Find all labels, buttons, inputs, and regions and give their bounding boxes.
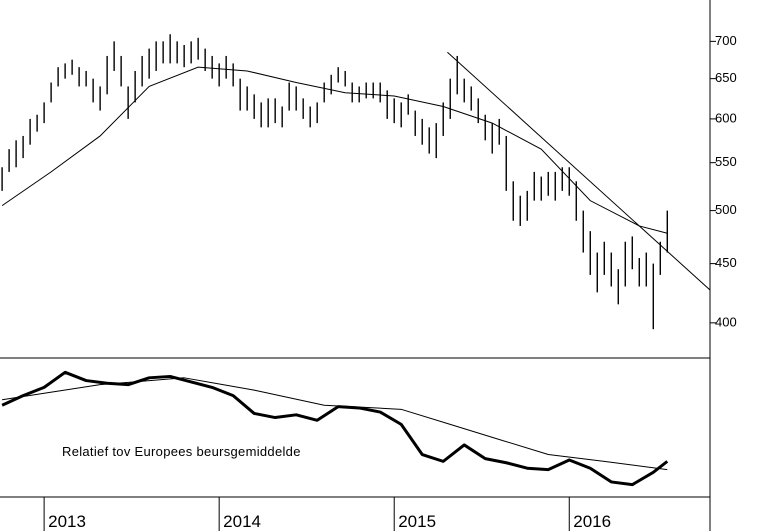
x-tick-label: 2013 (48, 512, 86, 531)
annotation: Relatief tov Europees beursgemiddelde (62, 444, 301, 459)
y-tick-label: 400 (715, 314, 737, 329)
y-tick-label: 700 (715, 33, 737, 48)
trend-line (447, 51, 711, 291)
y-tick-label: 550 (715, 154, 737, 169)
x-tick-label: 2015 (398, 512, 436, 531)
series-line (2, 377, 668, 471)
y-tick-label: 600 (715, 110, 737, 125)
y-tick-label: 500 (715, 202, 737, 217)
x-tick-label: 2016 (573, 512, 611, 531)
moving-average (1, 66, 668, 234)
x-tick-label: 2014 (223, 512, 261, 531)
y-tick-label: 450 (715, 255, 737, 270)
y-tick-label: 650 (715, 70, 737, 85)
